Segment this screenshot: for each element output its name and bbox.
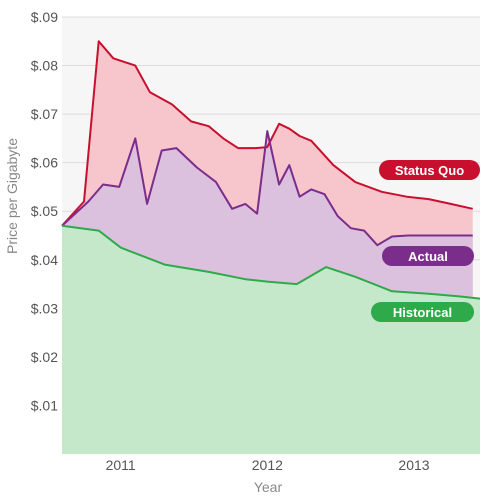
y-tick-label: $.01: [31, 397, 58, 413]
y-tick-label: $.06: [31, 155, 58, 171]
x-tick-label: 2012: [252, 457, 283, 473]
y-tick-label: $.07: [31, 106, 58, 122]
x-axis-ticks: 2011 2012 2013: [106, 457, 430, 473]
x-tick-label: 2011: [106, 457, 136, 473]
x-tick-label: 2013: [398, 457, 429, 473]
status-quo-label-badge: [379, 160, 480, 180]
historical-label: Historical: [393, 305, 452, 320]
y-tick-label: $.04: [31, 252, 58, 268]
y-tick-label: $.05: [31, 203, 58, 219]
x-axis-label: Year: [254, 479, 283, 495]
series-lines: [61, 40, 481, 300]
y-axis-label: Price per Gigabyte: [4, 138, 20, 254]
status-quo-label: Status Quo: [395, 163, 464, 178]
actual-line: [61, 130, 473, 247]
y-tick-label: $.08: [31, 58, 58, 74]
status-quo-line: [61, 40, 473, 227]
series-areas: [62, 41, 480, 455]
series-labels: Status Quo Actual Historical: [371, 160, 480, 322]
y-tick-label: $.09: [31, 9, 58, 25]
actual-label: Actual: [408, 249, 448, 264]
historical-line: [61, 224, 481, 300]
historical-label-badge: [371, 302, 474, 322]
actual-label-badge: [382, 246, 474, 266]
y-tick-label: $.03: [31, 300, 58, 316]
y-tick-label: $.02: [31, 349, 58, 365]
y-axis-ticks: $.01 $.02 $.03 $.04 $.05 $.06 $.07 $.08 $.09: [31, 9, 58, 413]
historical-area: [62, 225, 480, 454]
